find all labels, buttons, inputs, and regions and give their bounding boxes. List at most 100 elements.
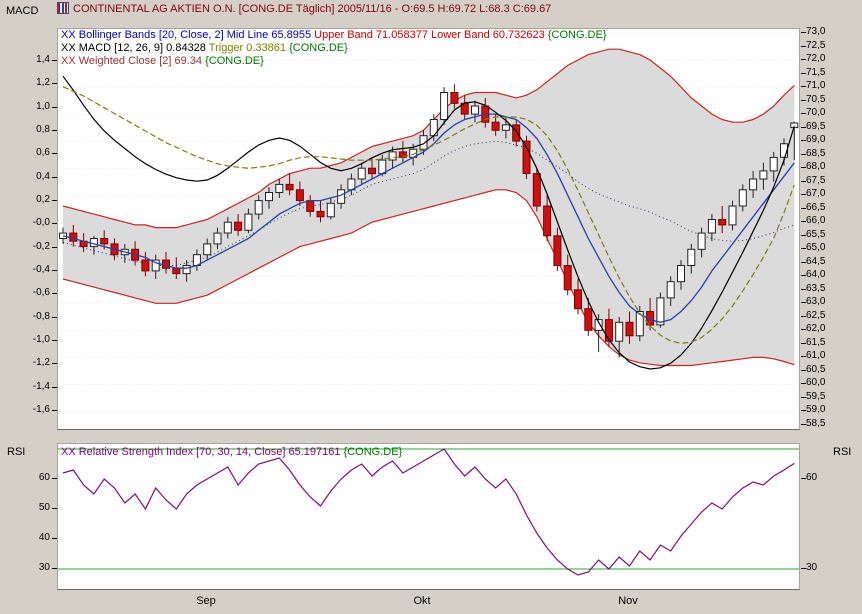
rsi-chart-panel[interactable]: XX Relative Strength Index [70, 30, 14, … bbox=[57, 443, 800, 590]
axis-tick-mark bbox=[52, 269, 57, 271]
axis-tick-mark bbox=[801, 315, 806, 317]
axis-tick-mark bbox=[52, 409, 57, 411]
axis-tick-mark bbox=[801, 261, 806, 263]
axis-tick-mark bbox=[801, 410, 806, 412]
axis-tick-mark bbox=[52, 60, 57, 61]
axis-tick-mark bbox=[52, 246, 57, 248]
axis-tick-label: 60,5 bbox=[806, 363, 826, 375]
axis-tick-label: -1,0 bbox=[32, 333, 50, 345]
main-chart-panel[interactable]: XX Bollinger Bands [20, Close, 2] Mid Li… bbox=[57, 28, 800, 430]
axis-tick-mark bbox=[801, 234, 806, 236]
legend-segment: Weighted Close [2] 69.34 bbox=[78, 55, 206, 67]
axis-tick-label: 71,5 bbox=[806, 66, 826, 78]
axis-tick-mark bbox=[801, 396, 806, 398]
axis-tick-mark bbox=[52, 508, 57, 509]
axis-tick-mark bbox=[801, 329, 806, 331]
axis-tick-label: -0,2 bbox=[32, 240, 50, 252]
legend-bollinger: XX Bollinger Bands [20, Close, 2] Mid Li… bbox=[61, 29, 607, 42]
axis-tick-mark bbox=[801, 248, 806, 250]
axis-tick-label: 63,0 bbox=[806, 296, 826, 308]
axis-tick-mark bbox=[52, 129, 57, 131]
axis-tick-label: 68,0 bbox=[806, 161, 826, 173]
axis-tick-label: 64,5 bbox=[806, 255, 826, 267]
axis-tick-mark bbox=[801, 478, 806, 479]
axis-tick-mark bbox=[52, 339, 57, 341]
axis-tick-mark bbox=[801, 167, 806, 169]
axis-tick-mark bbox=[801, 32, 806, 33]
axis-tick-mark bbox=[801, 59, 806, 61]
legend-segment: Trigger 0.33861 bbox=[208, 42, 290, 54]
axis-tick-label: 40 bbox=[38, 532, 50, 543]
rsi-panel-label-left: RSI bbox=[7, 446, 26, 458]
legend-segment: {CONG.DE} bbox=[205, 55, 264, 67]
axis-tick-label: -1,6 bbox=[32, 403, 50, 415]
axis-tick-mark bbox=[801, 221, 806, 223]
axis-tick-mark bbox=[52, 223, 57, 225]
axis-tick-label: 63,5 bbox=[806, 282, 826, 294]
axis-tick-mark bbox=[801, 356, 806, 358]
axis-tick-mark bbox=[801, 194, 806, 196]
axis-tick-mark bbox=[801, 369, 806, 371]
axis-tick-mark bbox=[801, 45, 806, 47]
axis-tick-label: 59,0 bbox=[806, 404, 826, 416]
chart-title: CONTINENTAL AG AKTIEN O.N. [CONG.DE Tägl… bbox=[73, 3, 552, 15]
axis-tick-mark bbox=[801, 153, 806, 155]
axis-tick-label: 60 bbox=[806, 472, 818, 483]
axis-tick-mark bbox=[52, 83, 57, 85]
axis-tick-mark bbox=[52, 199, 57, 201]
legend-macd: XX MACD [12, 26, 9] 0.84328 Trigger 0.33… bbox=[61, 42, 348, 55]
x-axis-label-okt: Okt bbox=[413, 595, 431, 607]
legend-segment: {CONG.DE} bbox=[289, 42, 348, 54]
axis-tick-mark bbox=[801, 140, 806, 142]
axis-tick-mark bbox=[801, 86, 806, 88]
axis-tick-label: 73,0 bbox=[806, 26, 826, 37]
legend-weighted-close: XX Weighted Close [2] 69.34 {CONG.DE} bbox=[61, 55, 264, 68]
axis-tick-mark bbox=[52, 293, 57, 295]
axis-tick-label: 1,4 bbox=[36, 54, 50, 65]
axis-tick-label: 71,0 bbox=[806, 80, 826, 92]
axis-tick-label: 0,4 bbox=[36, 170, 50, 182]
axis-tick-label: 60,0 bbox=[806, 377, 826, 389]
axis-tick-label: 64,0 bbox=[806, 269, 826, 281]
chart-title-line: CONTINENTAL AG AKTIEN O.N. [CONG.DE Tägl… bbox=[57, 2, 551, 16]
x-axis-label-sep: Sep bbox=[196, 595, 216, 607]
axis-tick-label: 50 bbox=[38, 502, 50, 513]
axis-tick-label: -0,0 bbox=[32, 217, 50, 229]
axis-tick-mark bbox=[52, 176, 57, 178]
legend-rsi: XX Relative Strength Index [70, 30, 14, … bbox=[61, 446, 402, 459]
axis-tick-label: 58,5 bbox=[806, 417, 826, 429]
axis-tick-label: 66,5 bbox=[806, 201, 826, 213]
main-chart-canvas bbox=[58, 32, 799, 412]
legend-segment: XX bbox=[61, 29, 79, 41]
axis-tick-label: 1,2 bbox=[36, 77, 50, 89]
axis-tick-mark bbox=[52, 386, 57, 388]
axis-tick-label: 62,5 bbox=[806, 309, 826, 321]
axis-tick-label: 69,0 bbox=[806, 134, 826, 146]
legend-segment: Relative Strength Index [70, 30, 14, Clo… bbox=[78, 446, 344, 458]
legend-segment: Upper Band 71.058377 bbox=[314, 29, 431, 41]
x-axis-label-nov: Nov bbox=[618, 595, 638, 607]
axis-tick-label: 0,8 bbox=[36, 123, 50, 135]
axis-tick-label: 65,5 bbox=[806, 228, 826, 240]
legend-segment: {CONG.DE} bbox=[547, 29, 607, 41]
axis-tick-label: -1,2 bbox=[32, 357, 50, 369]
axis-tick-label: 72,0 bbox=[806, 53, 826, 65]
legend-segment: XX bbox=[61, 55, 79, 67]
axis-tick-label: 68,5 bbox=[806, 147, 826, 159]
legend-segment: {CONG.DE} bbox=[343, 446, 403, 458]
axis-tick-mark bbox=[52, 363, 57, 365]
legend-segment: Lower Band 60.732623 bbox=[431, 29, 548, 41]
axis-tick-label: 67,0 bbox=[806, 188, 826, 200]
rsi-chart-canvas bbox=[58, 448, 799, 576]
axis-tick-mark bbox=[52, 568, 57, 569]
axis-tick-mark bbox=[52, 106, 57, 108]
axis-tick-label: 65,0 bbox=[806, 242, 826, 254]
axis-tick-mark bbox=[52, 153, 57, 155]
axis-tick-label: 1,0 bbox=[36, 100, 50, 112]
axis-tick-label: -1,4 bbox=[32, 380, 50, 392]
axis-tick-mark bbox=[801, 180, 806, 182]
axis-tick-label: 62,0 bbox=[806, 323, 826, 335]
axis-tick-label: 69,5 bbox=[806, 120, 826, 132]
axis-tick-label: -0,8 bbox=[32, 310, 50, 322]
axis-tick-label: 70,0 bbox=[806, 107, 826, 119]
